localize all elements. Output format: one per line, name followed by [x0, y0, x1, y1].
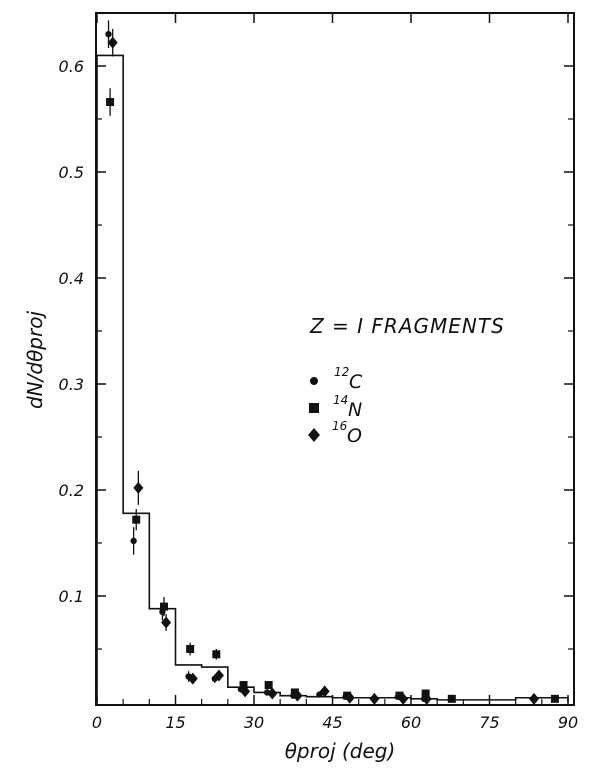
- diamond-marker: [187, 672, 198, 685]
- x-axis-label: θproj (deg): [285, 739, 396, 763]
- histogram-step-line: [96, 54, 569, 702]
- square-marker: [264, 681, 273, 690]
- y-tick-label: 0.5: [59, 163, 84, 182]
- legend-mass-14: 14: [333, 393, 348, 407]
- square-marker: [395, 691, 404, 700]
- diamond-marker: [319, 685, 330, 698]
- square-marker: [212, 650, 221, 659]
- x-tick-label: 15: [165, 713, 185, 732]
- diamond-marker: [292, 689, 303, 702]
- diamond-marker: [133, 481, 144, 494]
- data-points-layer: [105, 20, 559, 705]
- data-point-diamond: [187, 672, 198, 685]
- data-point-square: [395, 691, 404, 700]
- square-marker: [550, 694, 559, 703]
- data-point-diamond: [292, 689, 303, 702]
- data-point-diamond: [213, 669, 224, 682]
- data-point-diamond: [319, 685, 330, 698]
- data-point-square: [239, 681, 248, 690]
- data-point-square: [132, 509, 141, 531]
- legend-element-o: O: [347, 425, 362, 447]
- legend-element-n: N: [348, 399, 362, 421]
- circle-marker: [105, 31, 112, 38]
- x-tick-label: 75: [479, 713, 499, 732]
- x-tick-label: 60: [401, 713, 421, 732]
- diamond-marker: [369, 692, 380, 705]
- legend-title: Z = I FRAGMENTS: [309, 314, 505, 338]
- data-point-square: [550, 694, 559, 703]
- legend-entry-14n: 14 N: [309, 393, 362, 421]
- y-tick-label: 0.1: [59, 587, 84, 606]
- legend: Z = I FRAGMENTS 12 C 14 N 16 O: [308, 314, 505, 447]
- diamond-marker: [267, 687, 278, 700]
- square-marker: [239, 681, 248, 690]
- legend-entry-12c: 12 C: [310, 365, 363, 393]
- data-point-diamond: [369, 692, 380, 705]
- data-point-diamond: [161, 614, 172, 631]
- square-marker: [421, 689, 430, 698]
- y-axis-label: dN/dθproj: [23, 311, 47, 409]
- data-point-diamond: [344, 691, 355, 704]
- legend-diamond-marker: [308, 428, 320, 442]
- y-tick-label: 0.6: [59, 57, 84, 76]
- data-point-diamond: [421, 692, 432, 705]
- diamond-marker: [240, 685, 251, 698]
- data-point-diamond: [133, 470, 144, 505]
- data-point-diamond: [267, 687, 278, 700]
- diamond-marker: [161, 616, 172, 629]
- legend-element-c: C: [349, 371, 363, 393]
- data-point-square: [447, 694, 456, 703]
- diamond-marker: [344, 691, 355, 704]
- diamond-marker: [213, 669, 224, 682]
- x-tick-label: 45: [322, 713, 342, 732]
- square-marker: [106, 98, 115, 107]
- data-point-square: [212, 649, 221, 660]
- y-tick-label: 0.2: [59, 481, 84, 500]
- circle-marker: [130, 537, 137, 545]
- diamond-marker: [528, 692, 539, 705]
- data-point-diamond: [240, 685, 251, 698]
- square-marker: [159, 602, 168, 611]
- square-marker: [186, 645, 195, 653]
- legend-entry-16o: 16 O: [308, 419, 362, 447]
- axis-ticks: 0 15 30 45 60 75 90 0.1 0.2 0.3 0.4 0.5 0.6: [59, 12, 578, 732]
- x-tick-label: 90: [558, 713, 578, 732]
- data-point-diamond: [398, 692, 409, 705]
- legend-mass-16: 16: [332, 419, 348, 433]
- data-point-square: [186, 642, 195, 656]
- plot-frame: [95, 12, 575, 706]
- data-point-square: [106, 88, 115, 116]
- y-tick-label: 0.4: [59, 269, 84, 288]
- x-tick-label: 30: [244, 713, 264, 732]
- legend-square-marker: [309, 403, 319, 413]
- data-point-square: [264, 681, 273, 690]
- legend-circle-marker: [310, 377, 318, 385]
- y-tick-label: 0.3: [59, 375, 84, 394]
- legend-mass-12: 12: [334, 365, 349, 379]
- square-marker: [447, 694, 456, 703]
- data-point-diamond: [528, 692, 539, 705]
- histogram-layer: [96, 54, 569, 702]
- square-marker: [132, 515, 141, 524]
- square-marker: [290, 688, 299, 697]
- diamond-marker: [107, 36, 118, 49]
- data-point-diamond: [107, 28, 118, 57]
- x-tick-label: 0: [92, 713, 102, 732]
- data-point-square: [159, 597, 168, 617]
- data-point-circle: [130, 527, 137, 555]
- diamond-marker: [421, 692, 432, 705]
- diamond-marker: [398, 692, 409, 705]
